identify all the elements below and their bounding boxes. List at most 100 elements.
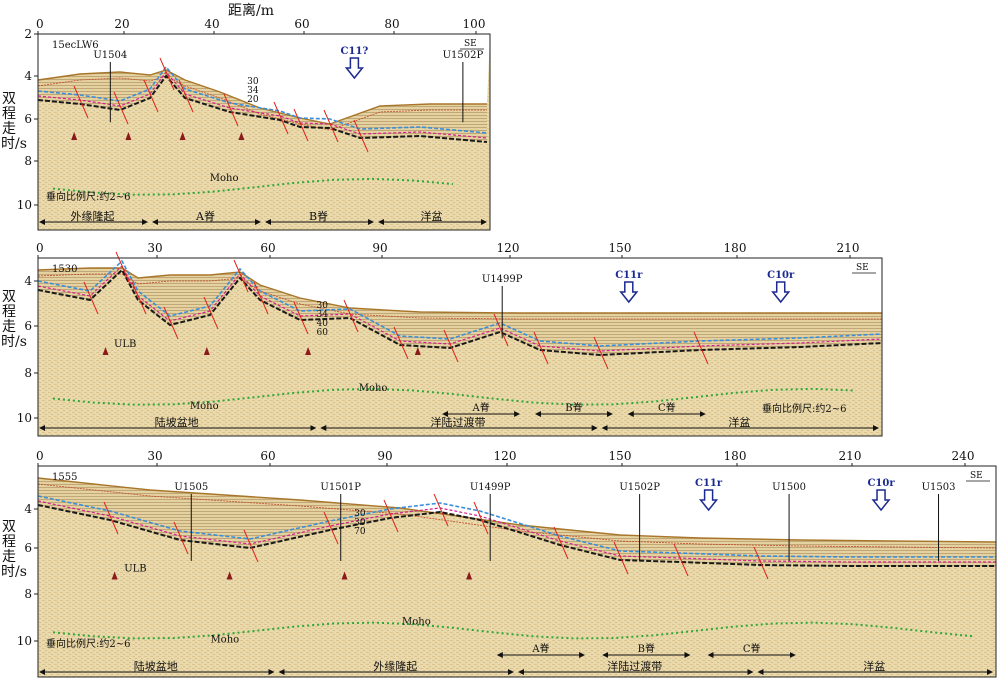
horizon-label: 30 — [247, 77, 259, 87]
panel-1530: Moho Moho 0 30 60 90 120 150 180 210 4 6 8 10 1530 SE U1… — [17, 241, 883, 437]
fault-line — [393, 326, 409, 360]
basement-horizon — [37, 74, 488, 143]
basin-label: ULB — [114, 339, 136, 350]
moho-label: Moho — [359, 383, 388, 394]
fault-line — [323, 511, 339, 545]
x-tick-label: 210 — [837, 241, 860, 255]
line-label: 1530 — [52, 264, 77, 275]
fault-line — [293, 108, 309, 142]
x-tick-label: 210 — [839, 449, 862, 463]
horizon-label: 30 — [354, 518, 366, 528]
fault-line — [178, 79, 194, 113]
fault-line — [103, 501, 119, 535]
seafloor-horizon — [37, 69, 487, 125]
uplift-arrow — [179, 132, 186, 140]
fault-line — [433, 493, 449, 527]
ridge-label: C脊 — [658, 401, 676, 414]
moho-label-2: Moho — [190, 401, 219, 412]
anomaly-label: C10r — [767, 270, 795, 281]
horizon-label: 70 — [354, 527, 366, 537]
moho-label-2: Moho — [210, 635, 239, 646]
anomaly-label: C11r — [615, 270, 643, 281]
fault-line — [159, 57, 175, 91]
uplift-arrow — [125, 132, 132, 140]
zone-label: 陆坡盆地 — [155, 415, 199, 429]
red-horizon — [37, 483, 997, 549]
anomaly-arrow — [699, 489, 719, 512]
y-tick-label: 4 — [24, 69, 32, 83]
uplift-arrow — [414, 347, 421, 355]
well-label: U1502P — [443, 50, 484, 61]
panel-frame — [37, 33, 491, 231]
magenta-horizon — [37, 265, 883, 352]
line-label: 15ecLW6 — [52, 40, 99, 51]
seafloor-horizon — [37, 477, 997, 543]
anomaly-label: C11? — [341, 46, 369, 57]
ridge-label: C脊 — [743, 642, 761, 655]
well-label: U1502P — [619, 482, 660, 493]
zone-label: 洋陆过渡带 — [431, 415, 486, 429]
y-axis-title-1: 双程走时/s — [1, 91, 27, 152]
x-tick-label: 80 — [384, 17, 399, 31]
x-tick-label: 150 — [609, 449, 632, 463]
fault-line — [323, 109, 339, 143]
zone-label: A脊 — [195, 209, 215, 223]
fault-line — [693, 331, 709, 365]
panel-15ecLW6: Moho 0 20 40 60 80 100 2 4 6 8 10 15ecLW6 SE U1504 U150… — [17, 17, 491, 231]
y-tick-label: 8 — [24, 154, 32, 168]
fault-line — [233, 259, 249, 293]
y-tick-label: 8 — [24, 366, 32, 380]
x-tick-label: 0 — [36, 241, 44, 255]
x-tick-label: 0 — [36, 449, 44, 463]
fault-line — [203, 296, 219, 330]
y-tick-label: 6 — [24, 319, 32, 333]
anomaly-arrow — [771, 281, 791, 304]
x-tick-label: 60 — [260, 241, 275, 255]
anomaly-label: C11r — [695, 478, 723, 489]
uplift-arrow — [102, 347, 109, 355]
zone-label: 外缘隆起 — [71, 209, 115, 223]
fault-line — [493, 313, 509, 347]
horizon-label: 34 — [317, 310, 329, 320]
zone-label: 洋盆 — [421, 209, 443, 223]
ridge-label: A脊 — [471, 401, 489, 414]
fault-line — [115, 251, 131, 285]
fault-line — [473, 501, 489, 535]
x-tick-label: 120 — [497, 241, 520, 255]
anomaly-arrow — [344, 57, 364, 80]
uplift-arrow — [71, 132, 78, 140]
uplift-arrow — [341, 571, 348, 580]
line-label: 1555 — [52, 472, 77, 483]
zone-label: 外缘隆起 — [373, 659, 417, 673]
horizon-label: 30 — [317, 301, 329, 311]
horizon-label: 34 — [247, 86, 259, 96]
basin-label: ULB — [124, 564, 146, 575]
water-column — [38, 258, 882, 313]
y-tick-label: 4 — [24, 502, 32, 516]
zone-label: 洋陆过渡带 — [607, 659, 662, 673]
x-tick-label: 60 — [294, 17, 309, 31]
well-label: U1501P — [320, 482, 361, 493]
y-tick-label: 6 — [24, 541, 32, 555]
ridge-label: B脊 — [638, 642, 655, 655]
x-tick-label: 0 — [36, 17, 44, 31]
y-tick-label: 10 — [17, 634, 32, 648]
uplift-arrow — [238, 132, 245, 140]
well-label: U1504 — [93, 50, 127, 61]
y-tick-label: 10 — [17, 198, 32, 212]
fault-line — [253, 281, 269, 315]
fault-line — [753, 546, 769, 580]
uplift-arrow — [111, 571, 118, 580]
fault-line — [143, 79, 159, 113]
fault-line — [173, 521, 189, 555]
well-label: U1505 — [174, 482, 208, 493]
uplift-arrow — [203, 347, 210, 355]
sediment-strata — [38, 268, 882, 355]
fault-line — [83, 281, 99, 315]
well-label: U1499P — [482, 274, 523, 285]
uplift-arrow — [466, 571, 473, 580]
fault-line — [223, 93, 239, 127]
zone-label: 陆坡盆地 — [134, 659, 178, 673]
y-tick-label: 4 — [24, 274, 32, 288]
